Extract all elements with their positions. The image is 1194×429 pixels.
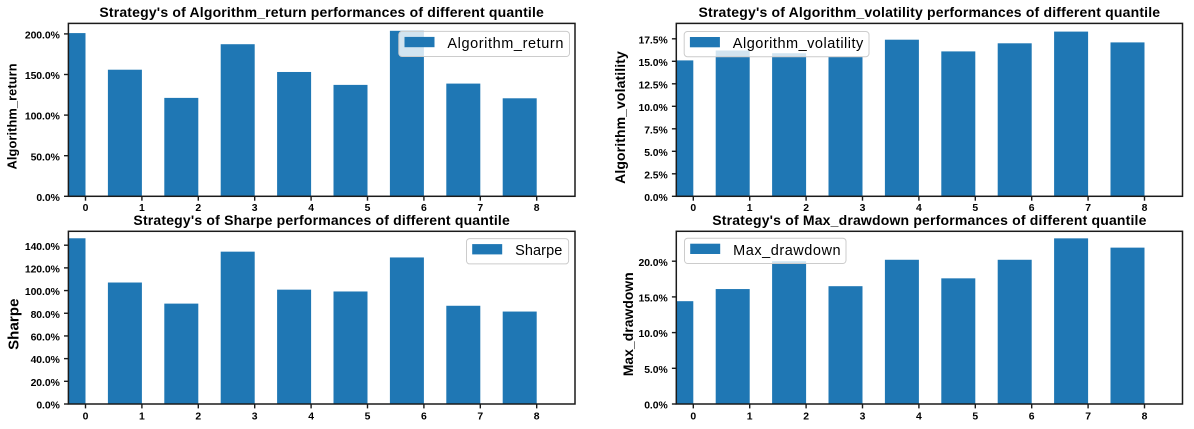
svg-text:5.0%: 5.0% [644,365,667,376]
svg-text:200.0%: 200.0% [25,31,60,42]
svg-text:0: 0 [83,411,89,422]
svg-text:3: 3 [860,203,866,214]
svg-text:Strategy's of Algorithm_volati: Strategy's of Algorithm_volatility perfo… [699,4,1161,20]
svg-text:Max_drawdown: Max_drawdown [621,272,636,376]
svg-text:7: 7 [477,411,483,422]
svg-text:Algorithm_volatility: Algorithm_volatility [733,36,864,52]
svg-text:Strategy's of Algorithm_return: Strategy's of Algorithm_return performan… [99,4,544,20]
svg-text:0.0%: 0.0% [644,193,667,204]
svg-text:20.0%: 20.0% [638,258,667,269]
svg-text:10.0%: 10.0% [638,103,667,114]
svg-text:120.0%: 120.0% [25,264,60,275]
svg-text:1: 1 [139,411,145,422]
svg-text:4: 4 [308,203,314,214]
svg-text:12.5%: 12.5% [638,80,667,91]
svg-text:60.0%: 60.0% [31,333,60,344]
svg-text:2: 2 [195,203,201,214]
svg-text:50.0%: 50.0% [31,152,60,163]
svg-text:3: 3 [860,411,866,422]
svg-text:10.0%: 10.0% [638,329,667,340]
svg-text:6: 6 [1029,203,1035,214]
svg-text:2: 2 [195,411,201,422]
svg-text:0: 0 [690,411,696,422]
svg-text:1: 1 [747,411,753,422]
svg-text:4: 4 [308,411,314,422]
svg-text:5: 5 [365,411,371,422]
svg-text:5: 5 [365,203,371,214]
svg-text:7: 7 [477,203,483,214]
svg-text:15.0%: 15.0% [638,58,667,69]
svg-text:1: 1 [139,203,145,214]
svg-text:Strategy's of Max_drawdown per: Strategy's of Max_drawdown performances … [712,212,1146,228]
svg-text:8: 8 [1142,203,1148,214]
svg-text:140.0%: 140.0% [25,242,60,253]
svg-text:6: 6 [421,411,427,422]
svg-text:4: 4 [916,203,922,214]
svg-text:1: 1 [747,203,753,214]
svg-text:Sharpe: Sharpe [6,298,23,349]
svg-text:5.0%: 5.0% [644,148,667,159]
svg-text:0: 0 [690,203,696,214]
svg-text:7: 7 [1085,411,1091,422]
svg-text:7: 7 [1085,203,1091,214]
svg-text:Sharpe: Sharpe [515,243,562,259]
svg-text:4: 4 [916,411,922,422]
svg-text:100.0%: 100.0% [25,112,60,123]
svg-text:0.0%: 0.0% [644,401,667,412]
svg-text:7.5%: 7.5% [644,125,667,136]
svg-text:3: 3 [252,203,258,214]
svg-text:2.5%: 2.5% [644,170,667,181]
svg-text:6: 6 [421,203,427,214]
svg-text:6: 6 [1029,411,1035,422]
svg-text:40.0%: 40.0% [31,355,60,366]
svg-text:5: 5 [972,203,978,214]
svg-text:5: 5 [972,411,978,422]
svg-text:15.0%: 15.0% [638,294,667,305]
svg-text:8: 8 [1142,411,1148,422]
svg-text:150.0%: 150.0% [25,71,60,82]
svg-text:Strategy's of Sharpe performan: Strategy's of Sharpe performances of dif… [133,212,510,228]
svg-text:Algorithm_volatility: Algorithm_volatility [612,51,628,184]
svg-text:20.0%: 20.0% [31,378,60,389]
svg-text:2: 2 [803,411,809,422]
svg-text:0: 0 [83,203,89,214]
svg-text:17.5%: 17.5% [638,35,667,46]
svg-text:8: 8 [534,203,540,214]
svg-text:8: 8 [534,411,540,422]
svg-text:100.0%: 100.0% [25,287,60,298]
svg-text:Algorithm_return: Algorithm_return [5,63,20,169]
svg-text:Max_drawdown: Max_drawdown [733,243,841,259]
svg-text:Algorithm_return: Algorithm_return [447,36,564,52]
svg-text:0.0%: 0.0% [36,401,59,412]
svg-text:3: 3 [252,411,258,422]
svg-text:2: 2 [803,203,809,214]
svg-text:0.0%: 0.0% [36,193,59,204]
svg-text:80.0%: 80.0% [31,310,60,321]
